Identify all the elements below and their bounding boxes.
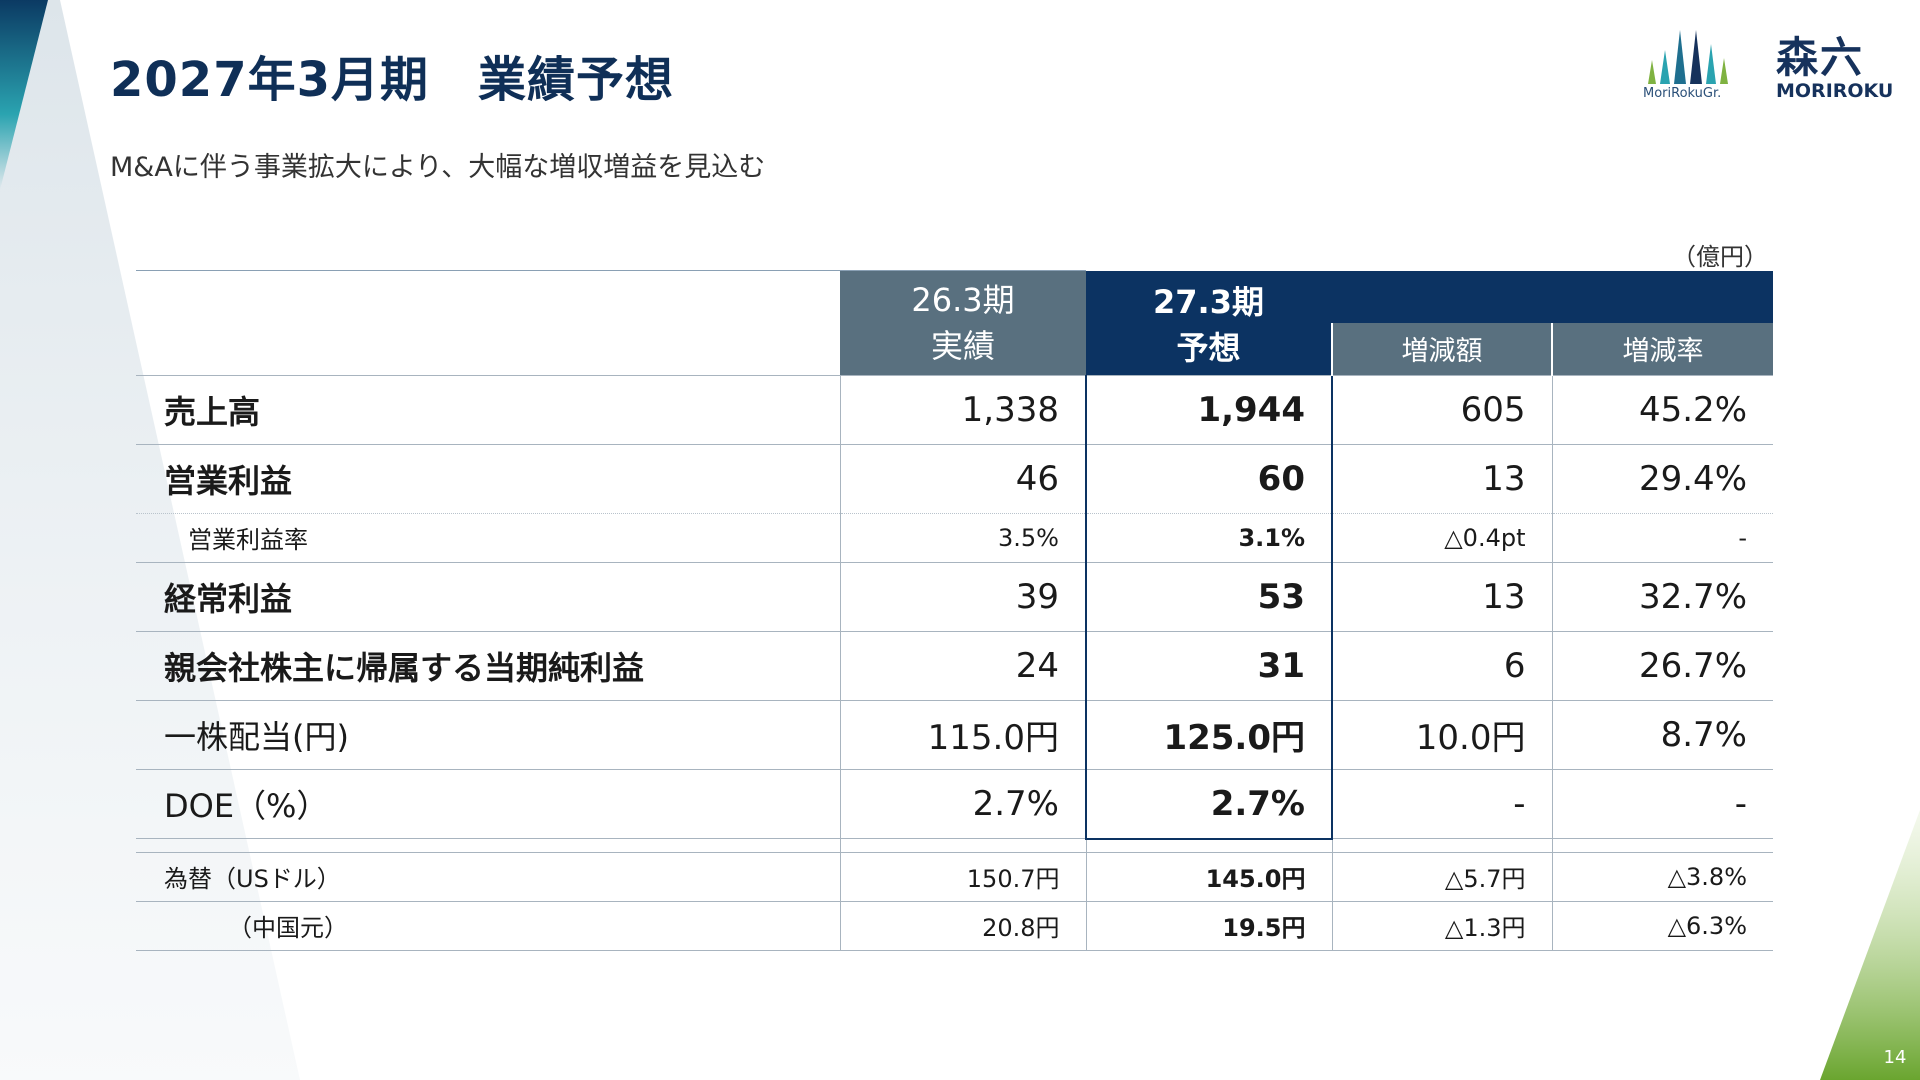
- table-row: 売上高 1,338 1,944 605 45.2%: [136, 374, 1773, 444]
- page-number: 14: [1883, 1047, 1907, 1068]
- cell-rate: 32.7%: [1551, 561, 1773, 631]
- table-row: DOE（%） 2.7% 2.7% - -: [136, 768, 1773, 840]
- moriroku-group-logo-icon: [1648, 30, 1728, 84]
- fx-cell-forecast: 19.5円: [1085, 900, 1332, 951]
- right-green-accent: [1820, 810, 1920, 1080]
- logo-kanji: 森六: [1776, 33, 1865, 82]
- header-rate: 増減率: [1551, 322, 1773, 375]
- cell-diff: 605: [1331, 374, 1552, 444]
- header-forecast-period: 27.3期: [1153, 282, 1264, 321]
- gap-cell: [1331, 838, 1552, 852]
- cell-prev: 3.5%: [839, 512, 1086, 562]
- page-subtitle: M&Aに伴う事業拡大により、大幅な増収増益を見込む: [110, 152, 766, 183]
- cell-diff: -: [1331, 768, 1552, 839]
- cell-rate: 26.7%: [1551, 630, 1773, 700]
- row-label: DOE（%）: [136, 768, 840, 839]
- forecast-table: 26.3期 実績 27.3期 予想 増減額 増減率 売上高 1,338 1,94…: [136, 270, 1773, 951]
- row-label: 経常利益: [136, 561, 840, 631]
- header-diff: 増減額: [1331, 322, 1552, 375]
- cell-forecast: 125.0円: [1085, 699, 1333, 769]
- table-row: 営業利益率 3.5% 3.1% △0.4pt -: [136, 512, 1773, 562]
- fx-cell-rate: △6.3%: [1551, 900, 1773, 951]
- table-row: 一株配当(円) 115.0円 125.0円 10.0円 8.7%: [136, 699, 1773, 769]
- cell-diff: 10.0円: [1331, 699, 1552, 769]
- logo-roman: MORIROKU: [1776, 80, 1894, 102]
- fx-cell-rate: △3.8%: [1551, 851, 1773, 901]
- row-label: 営業利益率: [136, 512, 840, 562]
- header-forecast-label: 予想: [1176, 328, 1241, 367]
- cell-rate: 8.7%: [1551, 699, 1773, 769]
- cell-diff: 13: [1331, 561, 1552, 631]
- logo-group-text: MoriRokuGr.: [1643, 86, 1722, 101]
- header-prev-period: 26.3期: [911, 280, 1015, 319]
- cell-prev: 24: [839, 630, 1086, 700]
- table-row: 経常利益 39 53 13 32.7%: [136, 561, 1773, 631]
- row-label: 親会社株主に帰属する当期純利益: [136, 630, 840, 700]
- unit-label: （億円）: [1672, 243, 1768, 271]
- cell-diff: △0.4pt: [1331, 512, 1552, 562]
- header-blank-cell: [136, 270, 840, 375]
- left-teal-accent: [0, 0, 48, 190]
- row-label: 売上高: [136, 374, 840, 444]
- table-row: 営業利益 46 60 13 29.4%: [136, 443, 1773, 513]
- gap-cell: [839, 838, 1086, 852]
- fx-row-label: （中国元）: [136, 900, 840, 951]
- row-label: 営業利益: [136, 443, 840, 513]
- cell-forecast: 1,944: [1085, 374, 1333, 444]
- cell-rate: -: [1551, 768, 1773, 839]
- fx-cell-forecast: 145.0円: [1085, 851, 1332, 901]
- cell-forecast: 2.7%: [1085, 768, 1333, 840]
- fx-cell-diff: △1.3円: [1331, 900, 1552, 951]
- cell-diff: 6: [1331, 630, 1552, 700]
- header-prev-actual: 実績: [930, 326, 995, 365]
- fx-cell-prev: 150.7円: [839, 851, 1086, 901]
- fx-row-label: 為替（USドル）: [136, 851, 840, 901]
- cell-prev: 1,338: [839, 374, 1086, 444]
- header-prev-year: 26.3期 実績: [840, 270, 1086, 375]
- cell-prev: 46: [839, 443, 1086, 513]
- table-row: 親会社株主に帰属する当期純利益 24 31 6 26.7%: [136, 630, 1773, 700]
- cell-diff: 13: [1331, 443, 1552, 513]
- gap-cell: [1085, 838, 1332, 852]
- page-title: 2027年3月期 業績予想: [110, 52, 674, 108]
- table-subheader-row: 増減額 増減率: [136, 322, 1773, 375]
- header-forecast-band: [1332, 270, 1773, 323]
- cell-rate: -: [1551, 512, 1773, 562]
- cell-forecast: 3.1%: [1085, 512, 1333, 562]
- cell-prev: 2.7%: [839, 768, 1086, 839]
- cell-prev: 39: [839, 561, 1086, 631]
- fx-row: 為替（USドル） 150.7円 145.0円 △5.7円 △3.8%: [136, 851, 1773, 901]
- row-label: 一株配当(円): [136, 699, 840, 769]
- cell-prev: 115.0円: [839, 699, 1086, 769]
- cell-forecast: 60: [1085, 443, 1333, 513]
- table-header-row: 26.3期 実績 27.3期 予想: [136, 270, 1773, 375]
- fx-row: （中国元） 20.8円 19.5円 △1.3円 △6.3%: [136, 900, 1773, 951]
- fx-cell-diff: △5.7円: [1331, 851, 1552, 901]
- table-gap-row: [136, 838, 1773, 852]
- gap-cell: [136, 838, 840, 852]
- fx-cell-prev: 20.8円: [839, 900, 1086, 951]
- gap-cell: [1551, 838, 1773, 852]
- cell-rate: 45.2%: [1551, 374, 1773, 444]
- header-forecast: 27.3期 予想: [1086, 270, 1332, 375]
- cell-rate: 29.4%: [1551, 443, 1773, 513]
- cell-forecast: 31: [1085, 630, 1333, 700]
- cell-forecast: 53: [1085, 561, 1333, 631]
